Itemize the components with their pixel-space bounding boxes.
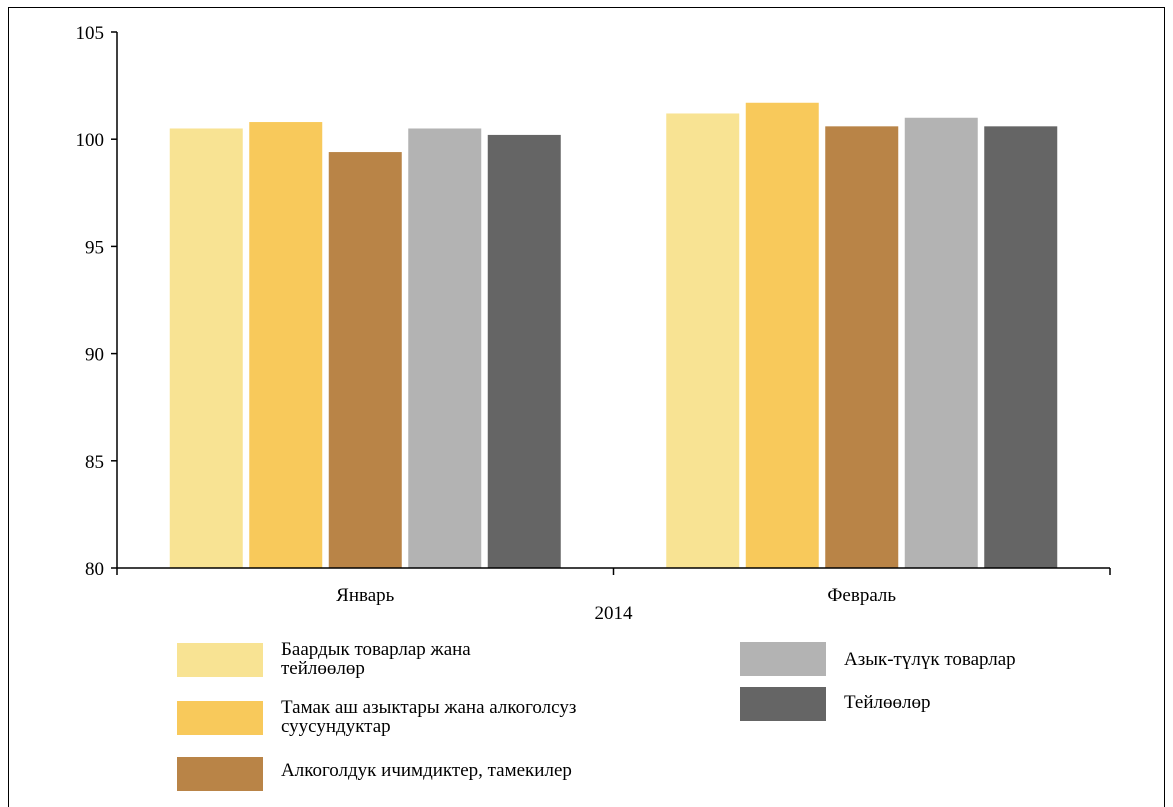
y-tick-label: 105 bbox=[76, 23, 105, 44]
bar bbox=[169, 128, 243, 569]
y-tick-label: 90 bbox=[85, 345, 104, 366]
x-tick-label: Январь bbox=[336, 585, 394, 606]
bar bbox=[666, 113, 740, 569]
bar bbox=[487, 134, 561, 569]
x-group-label: 2014 bbox=[595, 603, 634, 624]
bar bbox=[328, 152, 402, 568]
y-tick-label: 100 bbox=[76, 130, 105, 151]
x-tick-label: Февраль bbox=[827, 585, 896, 606]
bar bbox=[904, 117, 978, 568]
chart-frame bbox=[8, 7, 1165, 807]
bar bbox=[825, 126, 899, 568]
y-tick-label: 85 bbox=[85, 452, 104, 473]
bar bbox=[249, 122, 323, 568]
bar bbox=[984, 126, 1058, 568]
y-tick-label: 95 bbox=[85, 237, 104, 258]
bar bbox=[408, 128, 482, 569]
y-tick-label: 80 bbox=[85, 559, 104, 580]
bar bbox=[745, 102, 819, 568]
